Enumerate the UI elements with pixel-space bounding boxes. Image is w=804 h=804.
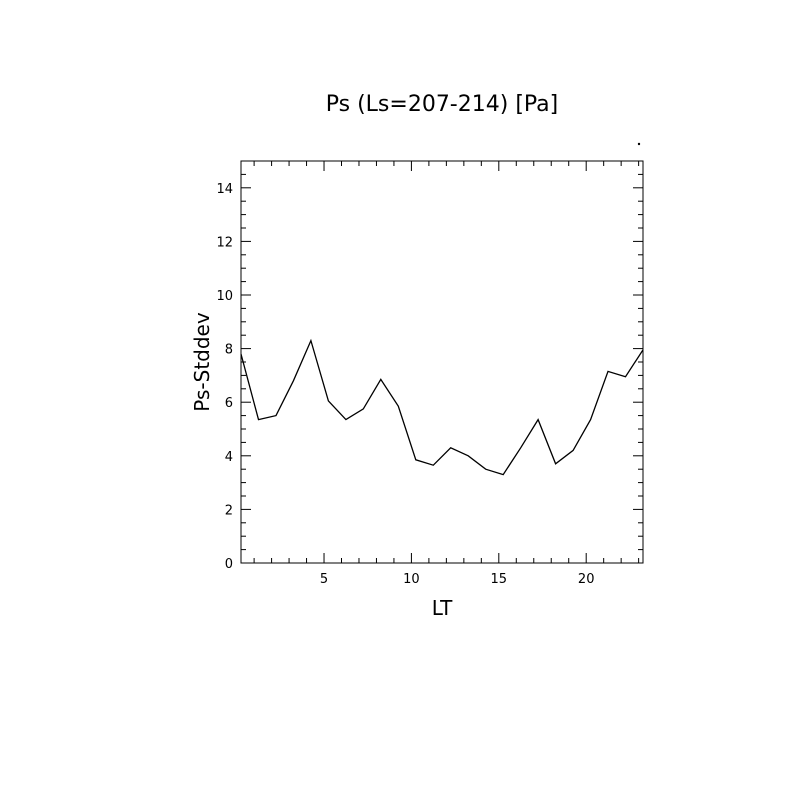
plot-frame bbox=[240, 160, 644, 564]
tick-labels: 5 10 15 20 0 2 4 6 8 10 12 14 bbox=[216, 182, 594, 587]
y-tick-label: 4 bbox=[225, 450, 233, 465]
x-tick-label: 10 bbox=[403, 572, 420, 587]
y-tick-label: 2 bbox=[225, 503, 233, 518]
y-tick-label: 0 bbox=[225, 557, 233, 572]
y-tick-label: 6 bbox=[225, 396, 233, 411]
x-tick-label: 20 bbox=[578, 572, 595, 587]
x-axis-label: LT bbox=[432, 596, 453, 620]
chart-title: Ps (Ls=207-214) [Pa] bbox=[326, 92, 559, 117]
y-tick-label: 14 bbox=[216, 182, 233, 197]
y-tick-label: 8 bbox=[225, 343, 233, 358]
axis-ticks bbox=[241, 160, 643, 564]
y-tick-label: 12 bbox=[216, 235, 233, 250]
y-tick-label: 10 bbox=[216, 289, 233, 304]
x-tick-label: 15 bbox=[491, 572, 508, 587]
data-marks bbox=[240, 338, 644, 476]
corner-dot bbox=[637, 142, 641, 146]
y-axis-label: Ps-Stddev bbox=[190, 312, 214, 412]
series-line bbox=[240, 338, 644, 476]
x-tick-label: 5 bbox=[320, 572, 328, 587]
